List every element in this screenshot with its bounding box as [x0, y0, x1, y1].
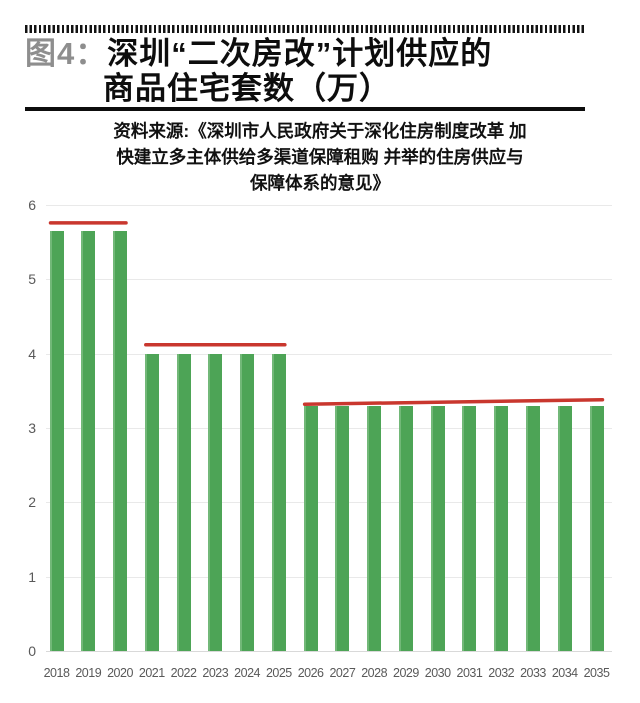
x-axis-label-2019: 2019	[75, 666, 102, 680]
red-annotation-line-3	[302, 398, 605, 406]
title-line-1: 图4：深圳“二次房改”计划供应的	[25, 36, 600, 71]
x-axis-label-2026: 2026	[297, 666, 324, 680]
title-text-2: 商品住宅套数（万）	[103, 71, 391, 106]
x-axis-label-2023: 2023	[202, 666, 229, 680]
source-line: 快建立多主体供给多渠道保障租购 并举的住房供应与	[116, 147, 524, 167]
gridline-y3	[46, 428, 612, 429]
x-axis-label-2027: 2027	[329, 666, 356, 680]
gridline-y2	[46, 502, 612, 504]
bar-2028	[367, 405, 382, 651]
source-citation: 资料来源:《深圳市人民政府关于深化住房制度改革 加 快建立多主体供给多渠道保障租…	[40, 118, 600, 196]
bar-2034	[557, 405, 572, 651]
gridline-y4	[46, 353, 612, 355]
title-text-1: 深圳“二次房改”计划供应的	[107, 36, 493, 71]
x-axis-label-2033: 2033	[520, 666, 546, 680]
bar-2026	[303, 405, 318, 651]
header-dashed-rule	[25, 25, 585, 33]
page-title: 图4：深圳“二次房改”计划供应的 商品住宅套数（万）	[25, 36, 600, 106]
x-axis-label-2030: 2030	[424, 666, 451, 680]
x-axis-label-2032: 2032	[488, 666, 515, 680]
figure-label: 图4：	[25, 36, 108, 71]
x-axis-label-2029: 2029	[393, 666, 419, 680]
y-axis-label-0: 0	[28, 643, 36, 659]
x-axis-label-2022: 2022	[170, 666, 197, 680]
source-line: 保障体系的意见》	[250, 173, 390, 193]
bar-2031	[462, 405, 477, 651]
x-axis-label-2018: 2018	[43, 666, 70, 680]
gridline-y6	[46, 205, 612, 206]
x-axis-label-2035: 2035	[583, 666, 610, 680]
bar-2018	[49, 231, 64, 651]
bar-2029	[398, 405, 413, 651]
x-axis-label-2031: 2031	[456, 666, 483, 680]
x-axis-label-2034: 2034	[551, 666, 578, 680]
bar-2030	[430, 405, 445, 651]
y-axis-label-4: 4	[28, 345, 36, 362]
bar-2022	[176, 353, 191, 651]
y-axis-label-5: 5	[28, 271, 36, 288]
y-axis-label-2: 2	[28, 494, 36, 511]
bar-2035	[589, 405, 604, 651]
bar-2021	[144, 353, 159, 651]
bar-2019	[81, 231, 96, 651]
y-axis-label-6: 6	[28, 197, 36, 213]
y-axis-label-1: 1	[28, 568, 36, 585]
source-line: 资料来源:《深圳市人民政府关于深化住房制度改革 加	[113, 121, 527, 141]
bar-2033	[525, 405, 540, 651]
x-axis-label-2028: 2028	[361, 666, 388, 680]
title-underline	[25, 107, 585, 111]
x-axis-label-2024: 2024	[234, 666, 260, 680]
x-axis-label-2025: 2025	[265, 666, 292, 680]
bar-2032	[494, 405, 509, 651]
bar-2024	[240, 353, 255, 651]
y-axis-label-3: 3	[28, 420, 36, 436]
x-axis-label-2020: 2020	[107, 666, 133, 680]
x-axis-label-2021: 2021	[138, 666, 165, 680]
bar-2025	[271, 353, 286, 651]
bar-2027	[335, 405, 350, 651]
bar-2023	[208, 353, 223, 651]
gridline-y0	[46, 651, 612, 652]
gridline-y1	[46, 576, 612, 578]
gridline-y5	[46, 279, 612, 281]
bar-2020	[113, 231, 128, 651]
